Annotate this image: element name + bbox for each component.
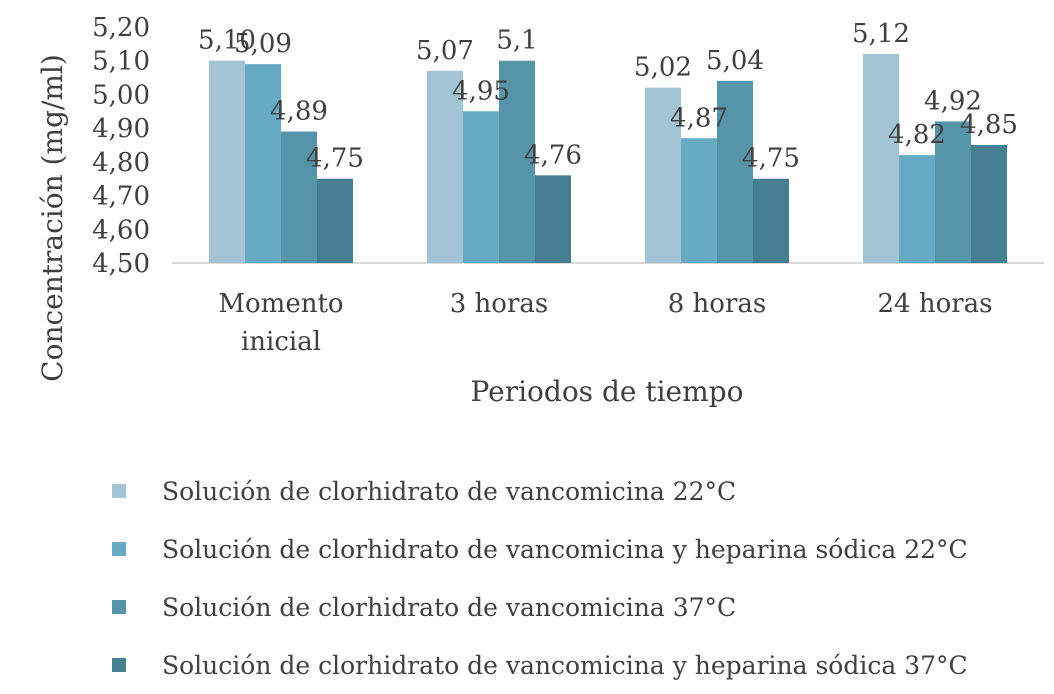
x-tick-label: 8 horas [668, 289, 766, 319]
data-label: 4,85 [960, 110, 1018, 140]
legend-swatch [112, 600, 126, 614]
bar [899, 155, 935, 263]
x-tick-label: 24 horas [877, 289, 992, 319]
legend-label: Solución de clorhidrato de vancomicina 2… [162, 476, 737, 506]
data-label: 4,75 [306, 144, 364, 174]
legend-label: Solución de clorhidrato de vancomicina y… [162, 650, 968, 680]
legend-item: Solución de clorhidrato de vancomicina 3… [112, 578, 1042, 636]
data-label: 4,87 [670, 103, 728, 133]
legend-swatch [112, 484, 126, 498]
legend-label: Solución de clorhidrato de vancomicina y… [162, 534, 968, 564]
y-tick-label: 5,10 [92, 47, 150, 77]
bar [427, 70, 463, 263]
y-axis-ticks: 4,50 4,604,70 4,80 4,90 5,005,10 5,20 [92, 13, 150, 279]
bar [281, 131, 317, 263]
y-tick-label: 4,90 [92, 114, 150, 144]
data-label: 5,07 [416, 36, 474, 66]
bar [535, 175, 571, 263]
bar-chart: 4,504,604,704,804,905,005,105,20 5,105,0… [36, 13, 1044, 408]
x-axis-title: Periodos de tiempo [471, 375, 744, 408]
y-tick-label: 4,70 [92, 182, 150, 212]
x-axis-ticks: Momento inicial 3 horas 8 horas 24 horas [218, 289, 992, 357]
bars [209, 53, 1007, 264]
data-label: 5,02 [634, 53, 692, 83]
data-label: 4,76 [524, 140, 582, 170]
bar [645, 87, 681, 263]
legend-item: Solución de clorhidrato de vancomicina 2… [112, 462, 1042, 520]
y-tick-label: 5,20 [92, 13, 150, 43]
bar [499, 60, 535, 263]
bar [209, 60, 245, 263]
data-label: 5,12 [852, 19, 910, 49]
x-tick-label: 3 horas [450, 289, 548, 319]
data-label: 5,1 [496, 26, 537, 56]
legend-swatch [112, 658, 126, 672]
legend-swatch [112, 542, 126, 556]
legend-item: Solución de clorhidrato de vancomicina y… [112, 636, 1042, 694]
bar [463, 111, 499, 264]
data-label: 4,75 [742, 144, 800, 174]
bar [971, 145, 1007, 263]
y-axis-title: Concentración (mg/ml) [36, 54, 69, 382]
data-label: 4,82 [888, 120, 946, 150]
data-label: 5,10 [198, 26, 256, 56]
y-tick-label: 4,60 [92, 215, 150, 245]
legend-label: Solución de clorhidrato de vancomicina 3… [162, 592, 737, 622]
bar [717, 80, 753, 263]
data-label: 4,89 [270, 97, 328, 127]
bar [317, 178, 353, 263]
y-tick-label: 4,50 [92, 249, 150, 279]
data-labels: 5,105,09 4,89 4,75 5,07 4,95 5,1 4,76 5,02 4,87 5… [198, 19, 1018, 174]
data-label: 4,92 [924, 86, 982, 116]
y-tick-label: 4,80 [92, 148, 150, 178]
bar [681, 138, 717, 263]
legend-item: Solución de clorhidrato de vancomicina y… [112, 520, 1042, 578]
data-label: 4,95 [452, 76, 510, 106]
y-tick-label: 5,00 [92, 80, 150, 110]
bar [753, 178, 789, 263]
bar [245, 64, 281, 263]
x-tick-label: Momento inicial [218, 289, 343, 357]
legend: Solución de clorhidrato de vancomicina 2… [112, 462, 1042, 694]
data-label: 5,04 [706, 46, 764, 76]
data-label: 5,09 [234, 29, 292, 59]
bar [863, 53, 899, 263]
bar [935, 121, 971, 264]
